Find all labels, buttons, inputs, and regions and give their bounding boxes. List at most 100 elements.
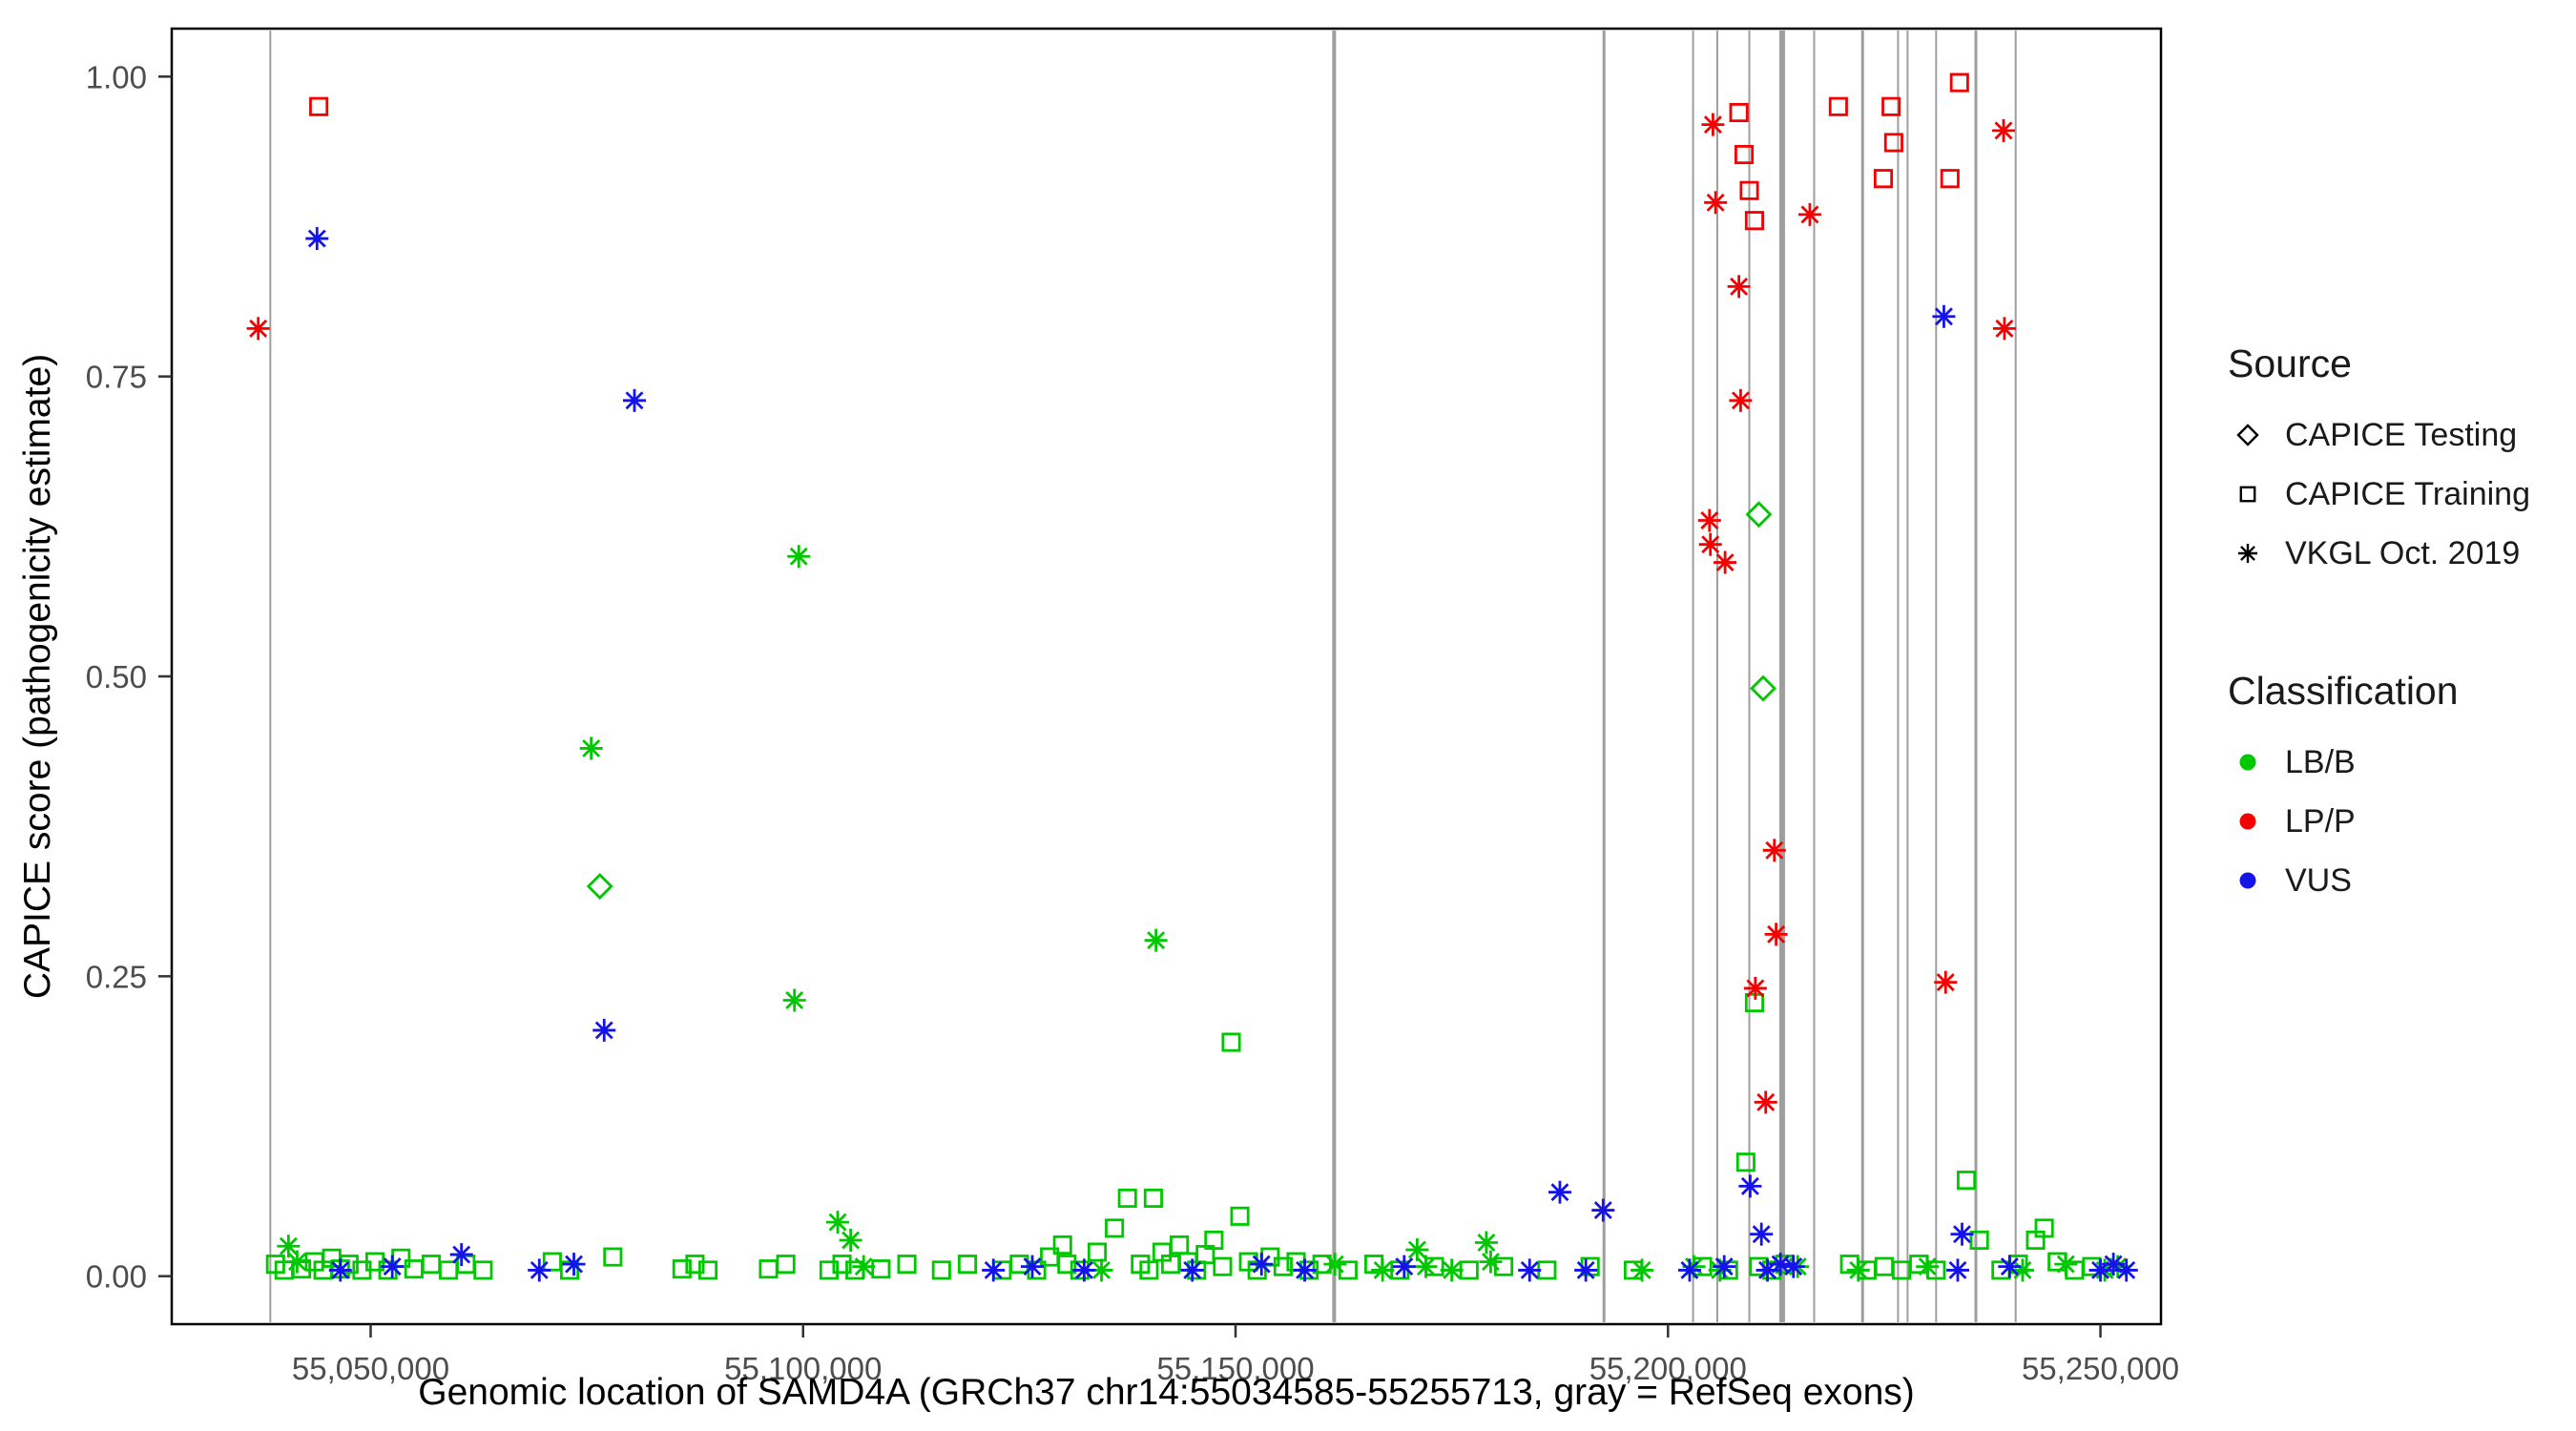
- data-point-square: [1883, 133, 1903, 153]
- data-point-asterisk: [782, 988, 806, 1012]
- data-point-asterisk: [1677, 1258, 1701, 1282]
- data-point-square: [1057, 1255, 1077, 1275]
- data-point-asterisk: [1738, 1174, 1762, 1198]
- data-point-asterisk: [1916, 1255, 1940, 1278]
- data-point-square: [1881, 96, 1901, 116]
- data-point-asterisk: [1743, 976, 1767, 1000]
- data-point-square: [2034, 1218, 2054, 1238]
- data-point-square: [1969, 1230, 1989, 1251]
- data-point-square: [1739, 180, 1759, 200]
- data-point-asterisk: [1762, 839, 1786, 862]
- legend-item-label: VUS: [2285, 861, 2352, 899]
- data-point-asterisk: [1020, 1255, 1044, 1278]
- data-point-asterisk: [1479, 1250, 1503, 1274]
- legend-item-classification-2: VUS: [2228, 861, 2576, 901]
- x-tick-label: 55,050,000: [292, 1351, 449, 1386]
- data-point-asterisk: [1250, 1253, 1274, 1276]
- y-tick-label: 0.25: [86, 959, 147, 994]
- data-point-asterisk: [852, 1255, 876, 1278]
- data-point-asterisk: [305, 227, 329, 251]
- data-point-asterisk: [2238, 544, 2257, 563]
- data-point-asterisk: [1697, 508, 1721, 532]
- data-point-asterisk: [1440, 1258, 1464, 1282]
- data-point-asterisk: [1405, 1238, 1429, 1262]
- y-tick-label: 0.75: [86, 360, 147, 395]
- data-point-square: [309, 96, 329, 116]
- data-point-asterisk: [1934, 970, 1958, 994]
- x-axis-title: Genomic location of SAMD4A (GRCh37 chr14…: [418, 1372, 1915, 1413]
- data-point-square: [1221, 1032, 1241, 1052]
- data-point-square: [1204, 1230, 1224, 1251]
- data-point-asterisk: [1392, 1255, 1416, 1278]
- data-point-asterisk: [1414, 1255, 1438, 1278]
- square-legend-icon: [2239, 486, 2256, 503]
- data-point-asterisk: [1474, 1231, 1498, 1255]
- data-point-asterisk: [787, 545, 811, 569]
- data-point-asterisk: [1729, 388, 1753, 412]
- data-point-asterisk: [1548, 1180, 1571, 1204]
- series-vkgl-oct-2019-lp-p: [246, 113, 2016, 1114]
- data-point-diamond: [586, 873, 613, 901]
- data-point-asterisk: [1998, 1255, 2022, 1278]
- x-tick-label: 55,200,000: [1589, 1351, 1747, 1386]
- y-tick-label: 1.00: [86, 59, 147, 94]
- data-point-square: [1735, 144, 1755, 165]
- data-point-square: [1949, 73, 1969, 93]
- data-point-square: [559, 1260, 580, 1280]
- legend-item-label: CAPICE Testing: [2285, 416, 2518, 453]
- data-point-asterisk: [1574, 1258, 1598, 1282]
- data-point-diamond: [1745, 501, 1773, 529]
- data-point-square: [1247, 1260, 1267, 1280]
- dot-legend-icon: [2239, 813, 2256, 830]
- data-point-square: [603, 1247, 623, 1267]
- data-point-asterisk: [1293, 1258, 1317, 1282]
- data-point-square: [685, 1255, 705, 1275]
- data-point-square: [1273, 1256, 1293, 1276]
- x-tick-label: 55,100,000: [724, 1351, 882, 1386]
- data-point-asterisk: [1932, 304, 1956, 328]
- y-tick-label: 0.50: [86, 659, 147, 695]
- data-point-square: [871, 1259, 891, 1279]
- data-point-asterisk: [1591, 1198, 1615, 1222]
- data-point-square: [1052, 1234, 1072, 1255]
- data-point-asterisk: [1750, 1222, 1774, 1246]
- data-point-asterisk: [839, 1228, 862, 1252]
- data-point-square: [1940, 169, 1960, 189]
- legend-item-label: VKGL Oct. 2019: [2285, 534, 2521, 571]
- data-point-square: [1744, 211, 1764, 231]
- data-point-asterisk: [1180, 1258, 1204, 1282]
- data-point-asterisk: [1518, 1258, 1542, 1282]
- data-point-asterisk: [1714, 550, 1737, 574]
- data-point-asterisk: [1631, 1258, 1654, 1282]
- dot-legend-icon: [2239, 872, 2256, 889]
- data-point-square: [1087, 1242, 1108, 1262]
- data-point-asterisk: [1764, 923, 1788, 946]
- data-point-diamond: [1750, 674, 1776, 702]
- data-point-asterisk: [1846, 1258, 1870, 1282]
- data-point-asterisk: [328, 1258, 352, 1282]
- data-point-square: [421, 1255, 441, 1275]
- data-point-asterisk: [449, 1243, 473, 1267]
- dot-legend-icon: [2239, 754, 2256, 771]
- data-point-square: [1105, 1218, 1125, 1238]
- legend-item-source-1: CAPICE Training: [2228, 474, 2576, 514]
- diamond-legend-icon: [2236, 424, 2259, 446]
- data-point-square: [1170, 1234, 1190, 1255]
- data-point-diamond: [2236, 424, 2259, 446]
- data-point-asterisk: [1950, 1222, 1974, 1246]
- data-point-asterisk: [982, 1258, 1006, 1282]
- data-point-square: [1956, 1171, 1977, 1191]
- data-point-square: [2239, 486, 2256, 503]
- data-point-asterisk: [2054, 1253, 2078, 1276]
- data-point-square: [1874, 1256, 1894, 1276]
- data-point-square: [1139, 1260, 1159, 1280]
- legend-group-classification: Classification LB/B LP/P VUS: [2228, 669, 2576, 901]
- data-point-asterisk: [1992, 118, 2016, 142]
- legend-title-source: Source: [2228, 342, 2352, 385]
- data-point-square: [672, 1259, 692, 1279]
- data-point-asterisk: [1701, 113, 1725, 136]
- data-point-square: [758, 1259, 779, 1279]
- legend-items-classification: LB/B LP/P VUS: [2228, 742, 2576, 901]
- data-point-asterisk: [381, 1255, 405, 1278]
